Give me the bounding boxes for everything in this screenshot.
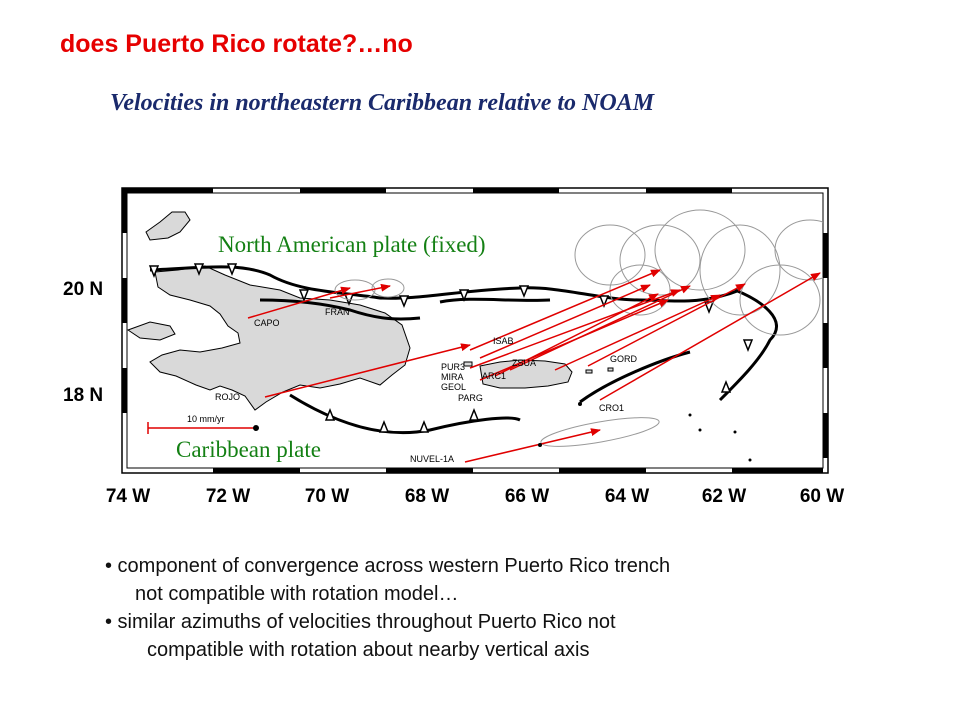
velocity-arrow [264, 343, 471, 398]
lon-label-70w: 70 W [305, 486, 349, 507]
slide-title: does Puerto Rico rotate?…no [60, 30, 413, 58]
lon-label-62w: 62 W [702, 486, 746, 507]
lat-label-18n: 18 N [63, 385, 103, 406]
station-label-zsua: ZSUA [512, 358, 536, 368]
plate-label-north: North American plate (fixed) [218, 232, 486, 257]
velocity-arrow [464, 428, 601, 463]
lon-label-72w: 72 W [206, 486, 250, 507]
velocity-arrow [554, 294, 721, 371]
map-title: Velocities in northeastern Caribbean rel… [110, 90, 655, 116]
lon-label-68w: 68 W [405, 486, 449, 507]
lon-label-64w: 64 W [605, 486, 649, 507]
velocity-arrow [509, 285, 691, 371]
lon-label-66w: 66 W [505, 486, 549, 507]
velocity-arrow [469, 269, 661, 351]
map-frame [121, 187, 829, 474]
velocity-arrow [599, 272, 821, 401]
lon-label-60w: 60 W [800, 486, 844, 507]
station-label-mira: MIRA [441, 372, 464, 382]
scale-bar [147, 422, 259, 434]
station-label-parg: PARG [458, 393, 483, 403]
trench-teeth [148, 263, 754, 433]
plate-label-south: Caribbean plate [176, 437, 321, 462]
station-label-nuvel: NUVEL-1A [410, 454, 454, 464]
velocity-arrow [479, 284, 651, 359]
bullet-2-line-1: • similar azimuths of velocities through… [105, 611, 616, 633]
bullet-list: • component of convergence across wester… [105, 552, 670, 664]
station-label-geol: GEOL [441, 382, 466, 392]
station-label-isab: ISAB [493, 336, 514, 346]
velocity-arrow [469, 289, 681, 369]
station-label-capo: CAPO [254, 318, 280, 328]
velocity-arrows [247, 269, 821, 463]
bullet-1-line-1: • component of convergence across wester… [105, 555, 671, 577]
station-dots [538, 402, 752, 462]
bullet-2-line-2: compatible with rotation about nearby ve… [147, 639, 590, 661]
velocity-arrow [587, 283, 746, 367]
lat-label-20n: 20 N [63, 279, 103, 300]
station-label-fran: FRAN [325, 307, 350, 317]
station-label-arc1: ARC1 [482, 371, 506, 381]
station-label-rojo: ROJO [215, 392, 240, 402]
station-label-gord: GORD [610, 354, 638, 364]
scale-label: 10 mm/yr [187, 414, 225, 424]
station-label-pur3: PUR3 [441, 362, 465, 372]
station-label-cro1: CRO1 [599, 403, 624, 413]
velocity-arrow [247, 286, 351, 319]
lon-label-74w: 74 W [106, 486, 150, 507]
bullet-1-line-2: not compatible with rotation model… [135, 583, 459, 605]
land-masses [127, 211, 614, 411]
velocity-arrow [494, 293, 659, 377]
error-ellipses [334, 209, 823, 447]
velocity-arrow [329, 283, 391, 299]
